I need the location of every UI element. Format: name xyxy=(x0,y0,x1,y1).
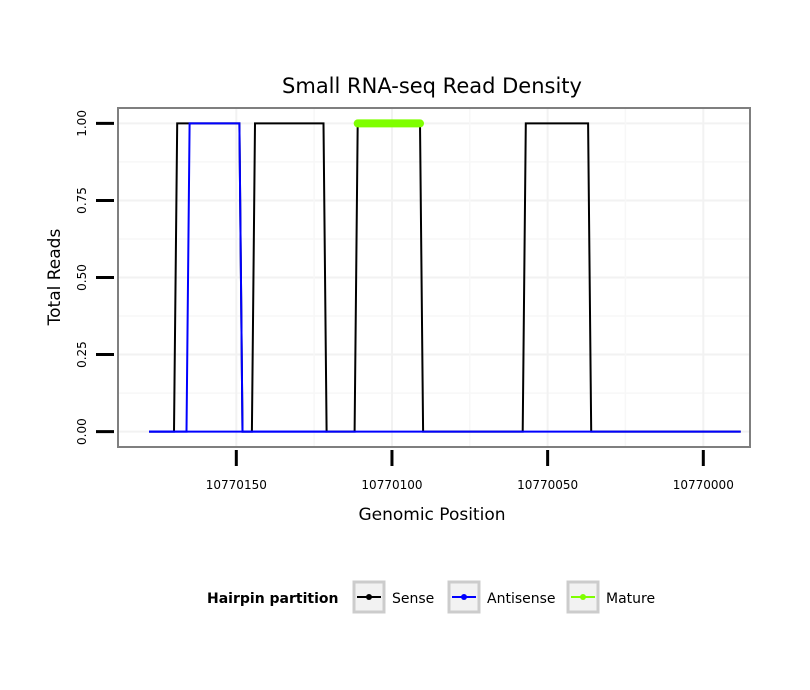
x-tick-label: 10770150 xyxy=(206,478,267,492)
y-tick-label: 0.75 xyxy=(75,187,89,214)
legend-entry-sense: Sense xyxy=(352,580,434,614)
x-axis: 10770150 10770100 10770050 10770000 xyxy=(206,450,734,492)
legend: Hairpin partition Sense Antisense Mature xyxy=(207,580,655,614)
chart-title: Small RNA-seq Read Density xyxy=(282,74,582,98)
y-tick-label: 1.00 xyxy=(75,110,89,137)
x-tick-label: 10770050 xyxy=(517,478,578,492)
x-axis-label: Genomic Position xyxy=(358,505,505,525)
y-axis: 0.00 0.25 0.50 0.75 1.00 xyxy=(75,110,114,445)
legend-label-antisense: Antisense xyxy=(487,591,556,607)
series-layer xyxy=(149,119,741,433)
legend-point-antisense xyxy=(461,594,467,600)
y-tick-label: 0.00 xyxy=(75,418,89,445)
y-tick-label: 0.25 xyxy=(75,341,89,368)
legend-point-mature xyxy=(580,594,586,600)
y-axis-label: Total Reads xyxy=(45,229,65,327)
legend-label-sense: Sense xyxy=(392,591,434,607)
x-tick-label: 10770100 xyxy=(361,478,422,492)
legend-label-mature: Mature xyxy=(606,591,655,607)
legend-entry-mature: Mature xyxy=(566,580,655,614)
legend-title: Hairpin partition xyxy=(207,591,338,607)
legend-entry-antisense: Antisense xyxy=(447,580,556,614)
legend-point-sense xyxy=(366,594,372,600)
x-tick-label: 10770000 xyxy=(673,478,734,492)
series-line-antisense-peak xyxy=(149,122,327,433)
plot-border xyxy=(117,107,751,448)
y-tick-label: 0.50 xyxy=(75,264,89,291)
